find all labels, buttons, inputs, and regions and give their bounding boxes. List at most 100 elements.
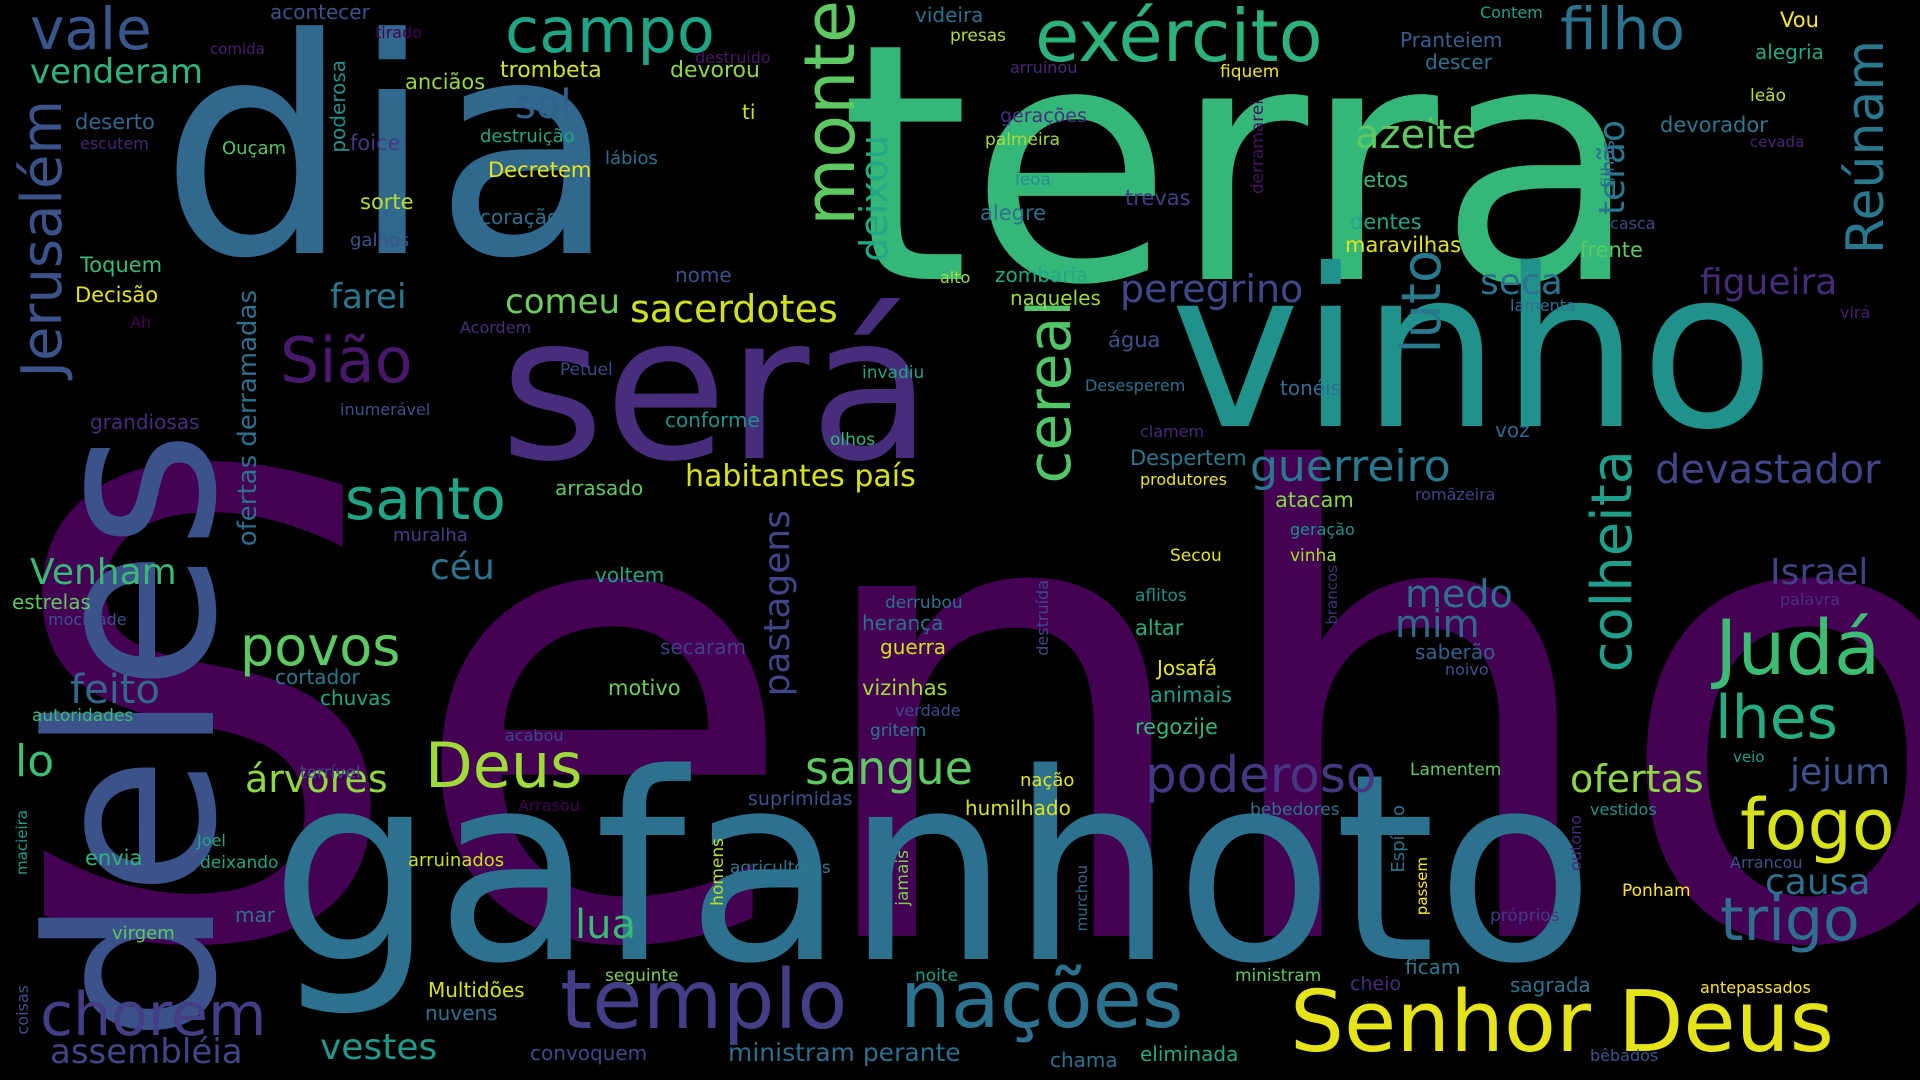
cloud-word: trevas xyxy=(1125,186,1191,210)
cloud-word: peregrino xyxy=(1120,267,1304,311)
cloud-word: Joel xyxy=(197,831,226,850)
cloud-word: deserto xyxy=(75,110,155,134)
cloud-word: Venham xyxy=(30,552,177,593)
cloud-word: suprimidas xyxy=(748,788,853,810)
cloud-word: acabou xyxy=(505,726,564,745)
cloud-word: produtores xyxy=(1140,470,1227,489)
cloud-word: vinha xyxy=(1290,546,1337,566)
cloud-word: ficam xyxy=(1405,955,1461,979)
cloud-word: vale xyxy=(30,0,152,63)
cloud-word: venderam xyxy=(30,52,204,92)
cloud-word: filho xyxy=(1560,0,1685,63)
cloud-word: Contem xyxy=(1480,3,1543,22)
cloud-word: cereal xyxy=(1015,300,1085,484)
cloud-word: clamem xyxy=(1140,422,1205,441)
cloud-word: acontecer xyxy=(270,0,370,24)
cloud-word: altar xyxy=(1135,616,1184,640)
cloud-word: bêbados xyxy=(1590,1046,1659,1065)
cloud-word: Despertem xyxy=(1130,446,1247,470)
cloud-word: conforme xyxy=(665,408,760,432)
cloud-word: comida xyxy=(210,40,265,58)
cloud-word: Acordem xyxy=(460,318,532,337)
cloud-word: lábios xyxy=(605,148,658,169)
cloud-word: deles xyxy=(1,430,268,1043)
cloud-word: vinho xyxy=(1170,222,1775,478)
cloud-word: Senhor Deus xyxy=(1290,973,1834,1072)
cloud-word: homens xyxy=(708,838,728,906)
cloud-word: arruinados xyxy=(408,850,505,871)
cloud-word: anciãos xyxy=(405,70,486,94)
cloud-word: Lamentem xyxy=(1410,760,1502,780)
cloud-word: povos xyxy=(240,615,401,678)
cloud-word: videira xyxy=(915,3,984,27)
cloud-word: presas xyxy=(950,26,1006,46)
cloud-word: virá xyxy=(1840,303,1871,322)
cloud-word: cortador xyxy=(275,665,360,689)
cloud-word: coração xyxy=(480,205,560,229)
cloud-word: Petuel xyxy=(560,360,613,380)
cloud-word: virgem xyxy=(112,923,175,944)
cloud-word: luto xyxy=(1390,250,1453,354)
cloud-word: galhos xyxy=(350,230,410,251)
cloud-word: voltem xyxy=(595,563,665,587)
cloud-word: Sião xyxy=(280,324,413,397)
cloud-word: será xyxy=(500,273,933,506)
cloud-word: jejum xyxy=(1790,752,1891,793)
cloud-word: causa xyxy=(1765,862,1871,903)
cloud-word: vizinhas xyxy=(862,676,948,700)
cloud-word: seca xyxy=(1480,262,1563,303)
cloud-word: Reúnam xyxy=(1836,40,1896,255)
cloud-word: eliminada xyxy=(1140,1042,1239,1066)
cloud-word: destruição xyxy=(480,126,575,147)
cloud-word: dia xyxy=(160,0,618,324)
cloud-word: guerreiro xyxy=(1250,441,1451,492)
cloud-word: regozije xyxy=(1135,715,1218,739)
cloud-word: ofertas derramadas xyxy=(233,290,263,547)
cloud-word: leão xyxy=(1750,86,1787,106)
cloud-word: mocidade xyxy=(48,610,127,629)
cloud-word: gafanhoto xyxy=(270,719,1595,1021)
cloud-word: jamais xyxy=(893,850,913,906)
cloud-word: poderoso xyxy=(1145,746,1377,804)
cloud-word: Israel xyxy=(1770,552,1869,593)
cloud-word: animais xyxy=(1150,683,1233,707)
cloud-word: Decisão xyxy=(75,283,159,307)
cloud-word: zombaria xyxy=(995,263,1089,287)
cloud-word: maravilhas xyxy=(1345,233,1462,257)
cloud-word: arruinou xyxy=(1010,58,1078,77)
cloud-word: destruído xyxy=(695,48,771,67)
cloud-word: Desesperem xyxy=(1085,376,1186,395)
cloud-word: lo xyxy=(15,736,55,787)
cloud-word: olhos xyxy=(830,430,876,450)
cloud-word: Decretem xyxy=(488,158,592,182)
cloud-word: Jerusalém xyxy=(10,100,75,378)
cloud-word: macieira xyxy=(13,810,31,875)
cloud-word: alegria xyxy=(1755,40,1824,64)
cloud-word: Arrasou xyxy=(518,796,580,815)
cloud-word: guerra xyxy=(880,635,947,659)
cloud-word: ti xyxy=(742,100,756,124)
cloud-word: ofertas xyxy=(1570,757,1704,801)
cloud-word: lhes xyxy=(1715,683,1838,753)
cloud-word: aflitos xyxy=(1135,586,1187,606)
cloud-word: casca xyxy=(1610,214,1656,233)
cloud-word: geração xyxy=(1290,520,1355,539)
cloud-word: lamenta xyxy=(1510,296,1576,315)
cloud-word: sorte xyxy=(360,190,414,214)
cloud-word: sagrada xyxy=(1510,973,1591,997)
cloud-word: leoa xyxy=(1015,170,1052,190)
cloud-word: derrubou xyxy=(885,593,963,613)
cloud-word: arrasado xyxy=(555,476,644,500)
cloud-word: netos xyxy=(1350,168,1409,192)
cloud-word: passem xyxy=(1413,857,1431,916)
cloud-word: invadiu xyxy=(862,363,925,383)
cloud-word: tonéis xyxy=(1280,376,1342,400)
cloud-word: comeu xyxy=(505,282,621,322)
cloud-word: derramarei xyxy=(1248,100,1268,195)
cloud-word: ministram xyxy=(1235,966,1322,986)
cloud-word: escutem xyxy=(80,134,149,153)
cloud-word: filhas xyxy=(1598,140,1619,189)
cloud-word: outono xyxy=(1566,815,1585,871)
cloud-word: lua xyxy=(575,902,636,948)
